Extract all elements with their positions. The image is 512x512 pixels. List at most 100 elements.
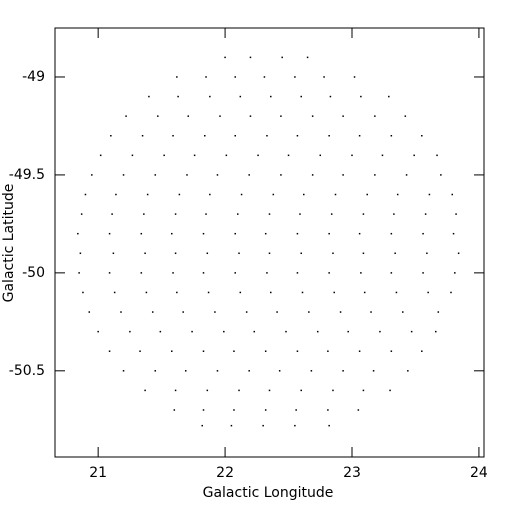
point bbox=[316, 330, 319, 333]
point bbox=[333, 291, 335, 294]
point bbox=[238, 389, 240, 392]
point bbox=[146, 193, 149, 196]
point bbox=[84, 193, 87, 196]
y-tick-label: -49.5 bbox=[9, 167, 45, 183]
point bbox=[455, 213, 457, 215]
point bbox=[328, 232, 330, 235]
point bbox=[426, 252, 428, 255]
point bbox=[112, 252, 115, 255]
point bbox=[266, 272, 268, 274]
point bbox=[248, 370, 250, 372]
point bbox=[394, 252, 396, 255]
point bbox=[173, 409, 176, 411]
point bbox=[424, 213, 427, 215]
point bbox=[184, 370, 187, 372]
point bbox=[88, 311, 91, 313]
point bbox=[201, 424, 203, 427]
point bbox=[334, 193, 337, 196]
point bbox=[110, 134, 112, 137]
point bbox=[249, 115, 252, 117]
y-tick-label: -49 bbox=[22, 69, 45, 85]
point bbox=[296, 134, 299, 137]
point bbox=[370, 311, 372, 313]
point bbox=[239, 95, 242, 98]
point bbox=[294, 76, 296, 78]
point bbox=[120, 311, 122, 313]
point bbox=[151, 311, 154, 313]
point bbox=[186, 174, 188, 176]
point bbox=[144, 252, 146, 255]
point bbox=[230, 424, 233, 427]
point bbox=[301, 291, 304, 294]
point bbox=[143, 213, 145, 215]
point bbox=[296, 272, 299, 274]
point bbox=[139, 350, 141, 352]
point bbox=[300, 95, 302, 98]
point bbox=[296, 232, 299, 235]
point bbox=[238, 252, 240, 255]
point bbox=[113, 291, 116, 294]
x-tick-label: 22 bbox=[216, 465, 234, 481]
point bbox=[202, 350, 205, 352]
point bbox=[372, 370, 375, 372]
point bbox=[270, 95, 272, 98]
point bbox=[457, 252, 460, 255]
point bbox=[206, 389, 209, 392]
point bbox=[224, 56, 226, 59]
point bbox=[78, 272, 80, 274]
point bbox=[276, 311, 278, 313]
point bbox=[451, 193, 454, 196]
point bbox=[421, 134, 423, 137]
point bbox=[264, 350, 267, 352]
point bbox=[360, 95, 362, 98]
point bbox=[233, 409, 235, 411]
point bbox=[77, 232, 79, 235]
point bbox=[285, 330, 287, 333]
point bbox=[209, 193, 211, 196]
point bbox=[223, 330, 225, 333]
x-tick-label: 21 bbox=[89, 465, 107, 481]
point bbox=[172, 134, 174, 137]
point bbox=[264, 409, 267, 411]
point bbox=[219, 115, 221, 117]
point bbox=[202, 232, 205, 235]
point bbox=[390, 134, 393, 137]
point bbox=[216, 174, 219, 176]
point bbox=[299, 213, 301, 215]
point bbox=[452, 232, 455, 235]
point bbox=[176, 76, 178, 78]
point bbox=[205, 76, 207, 78]
point bbox=[264, 232, 267, 235]
x-tick-label: 24 bbox=[470, 465, 488, 481]
point bbox=[353, 76, 356, 78]
point bbox=[351, 154, 353, 157]
point bbox=[176, 291, 178, 294]
point bbox=[358, 134, 361, 137]
point bbox=[141, 134, 144, 137]
point bbox=[402, 311, 404, 313]
point bbox=[342, 115, 344, 117]
point bbox=[163, 154, 165, 157]
point bbox=[319, 154, 322, 157]
point bbox=[390, 272, 393, 274]
x-axis-label: Galactic Longitude bbox=[203, 485, 334, 501]
point bbox=[239, 291, 242, 294]
point bbox=[393, 213, 395, 215]
point bbox=[225, 154, 228, 157]
point bbox=[396, 193, 399, 196]
point bbox=[374, 115, 376, 117]
point bbox=[362, 252, 365, 255]
point bbox=[214, 311, 216, 313]
point bbox=[311, 174, 314, 176]
plot-frame bbox=[54, 27, 485, 458]
point bbox=[174, 213, 177, 215]
point bbox=[140, 272, 143, 274]
point bbox=[80, 213, 83, 215]
point bbox=[111, 213, 113, 215]
point bbox=[262, 424, 264, 427]
point bbox=[216, 370, 219, 372]
point bbox=[327, 409, 329, 411]
point bbox=[97, 330, 99, 333]
point bbox=[332, 389, 334, 392]
point bbox=[358, 232, 361, 235]
